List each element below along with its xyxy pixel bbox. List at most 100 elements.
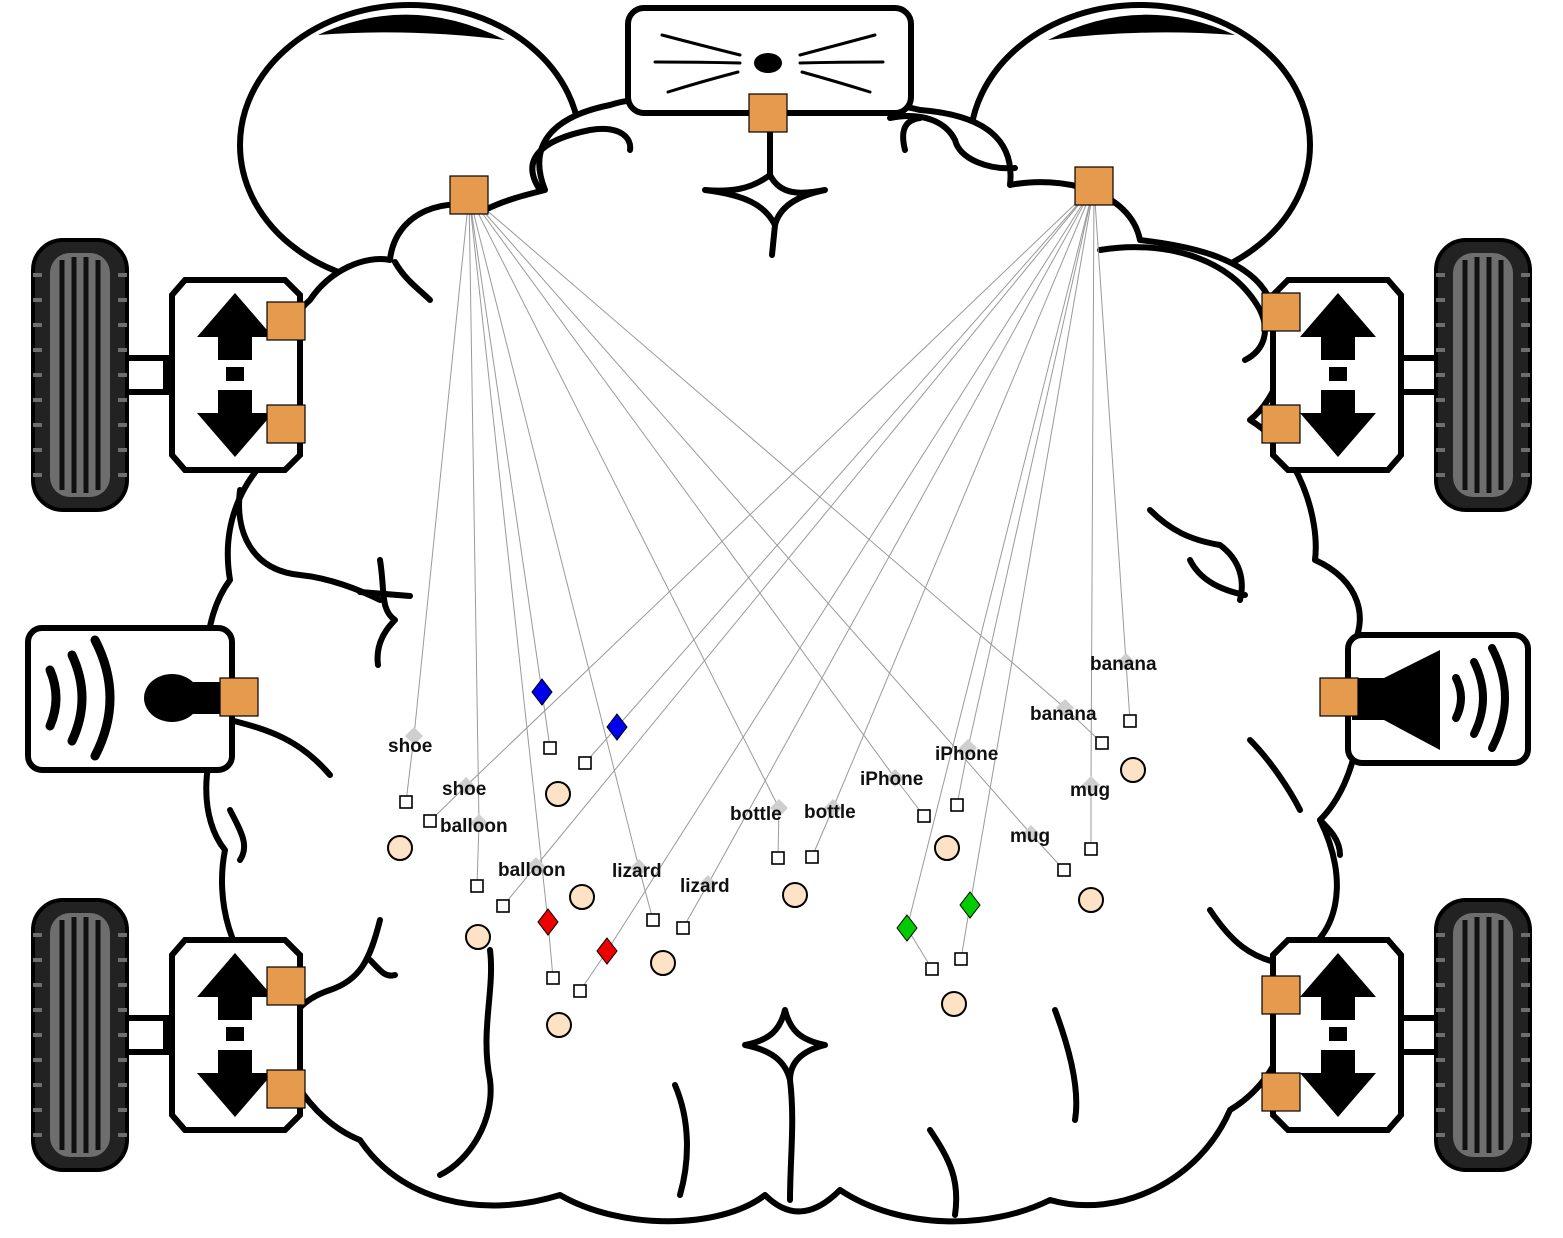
red-diamond-node [596, 937, 618, 965]
right-eye-port [1074, 166, 1114, 206]
connection-line [906, 185, 1095, 929]
blue-diamond-node [531, 678, 553, 706]
wheel-top-left [33, 240, 300, 510]
square-node [546, 971, 560, 985]
nose-sensor [625, 5, 914, 116]
brain-folds [227, 113, 1343, 1218]
label-banana-2: banana [1090, 654, 1157, 675]
speaker-output [1345, 632, 1531, 766]
output-circle-node [387, 835, 413, 861]
square-node [1057, 863, 1071, 877]
square-node [470, 879, 484, 893]
square-node [573, 984, 587, 998]
square-node [771, 851, 785, 865]
square-node [925, 962, 939, 976]
label-iphone-2: iPhone [935, 744, 998, 765]
speaker-port [1319, 677, 1359, 717]
connection-line [1093, 185, 1127, 663]
connection-lines [405, 185, 1131, 992]
square-node [496, 899, 510, 913]
green-diamond-node [959, 891, 981, 919]
label-mug-1: mug [1010, 826, 1050, 847]
gray-diamond-node [457, 777, 475, 795]
output-circle-node [545, 781, 571, 807]
connection-line [1090, 185, 1095, 786]
gray-diamond-node [405, 727, 423, 745]
connection-line [832, 185, 1095, 809]
object-labels: shoe shoe balloon balloon lizard lizard … [388, 654, 1157, 897]
output-circle-node [569, 884, 595, 910]
motor-port-tr-down [1261, 404, 1301, 444]
microphone-port [219, 677, 259, 717]
label-shoe-2: shoe [442, 779, 486, 800]
io-ports [219, 93, 1359, 1112]
square-node [1123, 714, 1137, 728]
microphone-icon [45, 635, 228, 761]
connection-line [468, 194, 480, 824]
output-circle-node [941, 991, 967, 1017]
motor-port-br-up [1261, 975, 1301, 1015]
gray-diamond-node [1056, 699, 1074, 717]
gray-diamond-node [1022, 825, 1040, 843]
brain-outline [203, 93, 1363, 1225]
motor-port-tl-down [266, 404, 306, 444]
connection-line [606, 185, 1095, 952]
output-circle-node [934, 835, 960, 861]
wheel-bottom-right [1273, 900, 1530, 1170]
microphone-sensor [25, 625, 235, 773]
square-node [578, 756, 592, 770]
connection-line [468, 194, 1032, 835]
connection-line [811, 807, 834, 858]
gray-diamond-node [699, 875, 717, 893]
whisker-nose-icon [653, 33, 885, 94]
connection-line [476, 822, 480, 887]
square-node [950, 798, 964, 812]
connection-line [465, 185, 1095, 787]
label-bottle-2: bottle [804, 802, 856, 823]
square-node [423, 814, 437, 828]
gray-diamond-node [824, 799, 842, 817]
square-node [676, 921, 690, 935]
wheel-icon [33, 900, 127, 1170]
square-node [954, 952, 968, 966]
connection-line [1125, 661, 1131, 722]
connection-line [638, 867, 654, 921]
connection-line [967, 185, 1095, 749]
red-diamond-node [537, 908, 559, 936]
output-circle-node [1078, 887, 1104, 913]
motor-port-tr-up [1261, 292, 1301, 332]
label-iphone-1: iPhone [860, 769, 923, 790]
motor-port-bl-up [266, 966, 306, 1006]
output-circle-node [650, 950, 676, 976]
square-node [646, 913, 660, 927]
gray-diamond-node [1117, 653, 1135, 671]
connection-line [468, 194, 1066, 709]
connection-line [405, 735, 415, 803]
label-balloon-1: balloon [440, 816, 508, 837]
network-nodes [387, 653, 1146, 1038]
connection-line [616, 185, 1095, 728]
gray-diamond-node [959, 739, 977, 757]
wheel-icon [33, 240, 127, 510]
connection-line [468, 194, 896, 779]
output-circle-node [546, 1012, 572, 1038]
motor-port-br-down [1261, 1072, 1301, 1112]
nose-port [748, 93, 788, 133]
left-eye-port [449, 175, 489, 215]
blue-diamond-node [606, 713, 628, 741]
wheel-icon [1436, 240, 1530, 510]
label-bottle-1: bottle [730, 804, 782, 825]
motor-port-bl-down [266, 1069, 306, 1109]
gray-diamond-node [770, 799, 788, 817]
square-node [1095, 736, 1109, 750]
square-node [805, 850, 819, 864]
connection-line [535, 185, 1095, 867]
output-circle-node [782, 882, 808, 908]
wheel-top-right [1273, 240, 1530, 510]
connection-line [707, 185, 1095, 885]
green-diamond-node [896, 914, 918, 942]
connection-line [682, 883, 709, 929]
wheel-bottom-left [33, 900, 300, 1170]
connection-line [956, 747, 969, 806]
